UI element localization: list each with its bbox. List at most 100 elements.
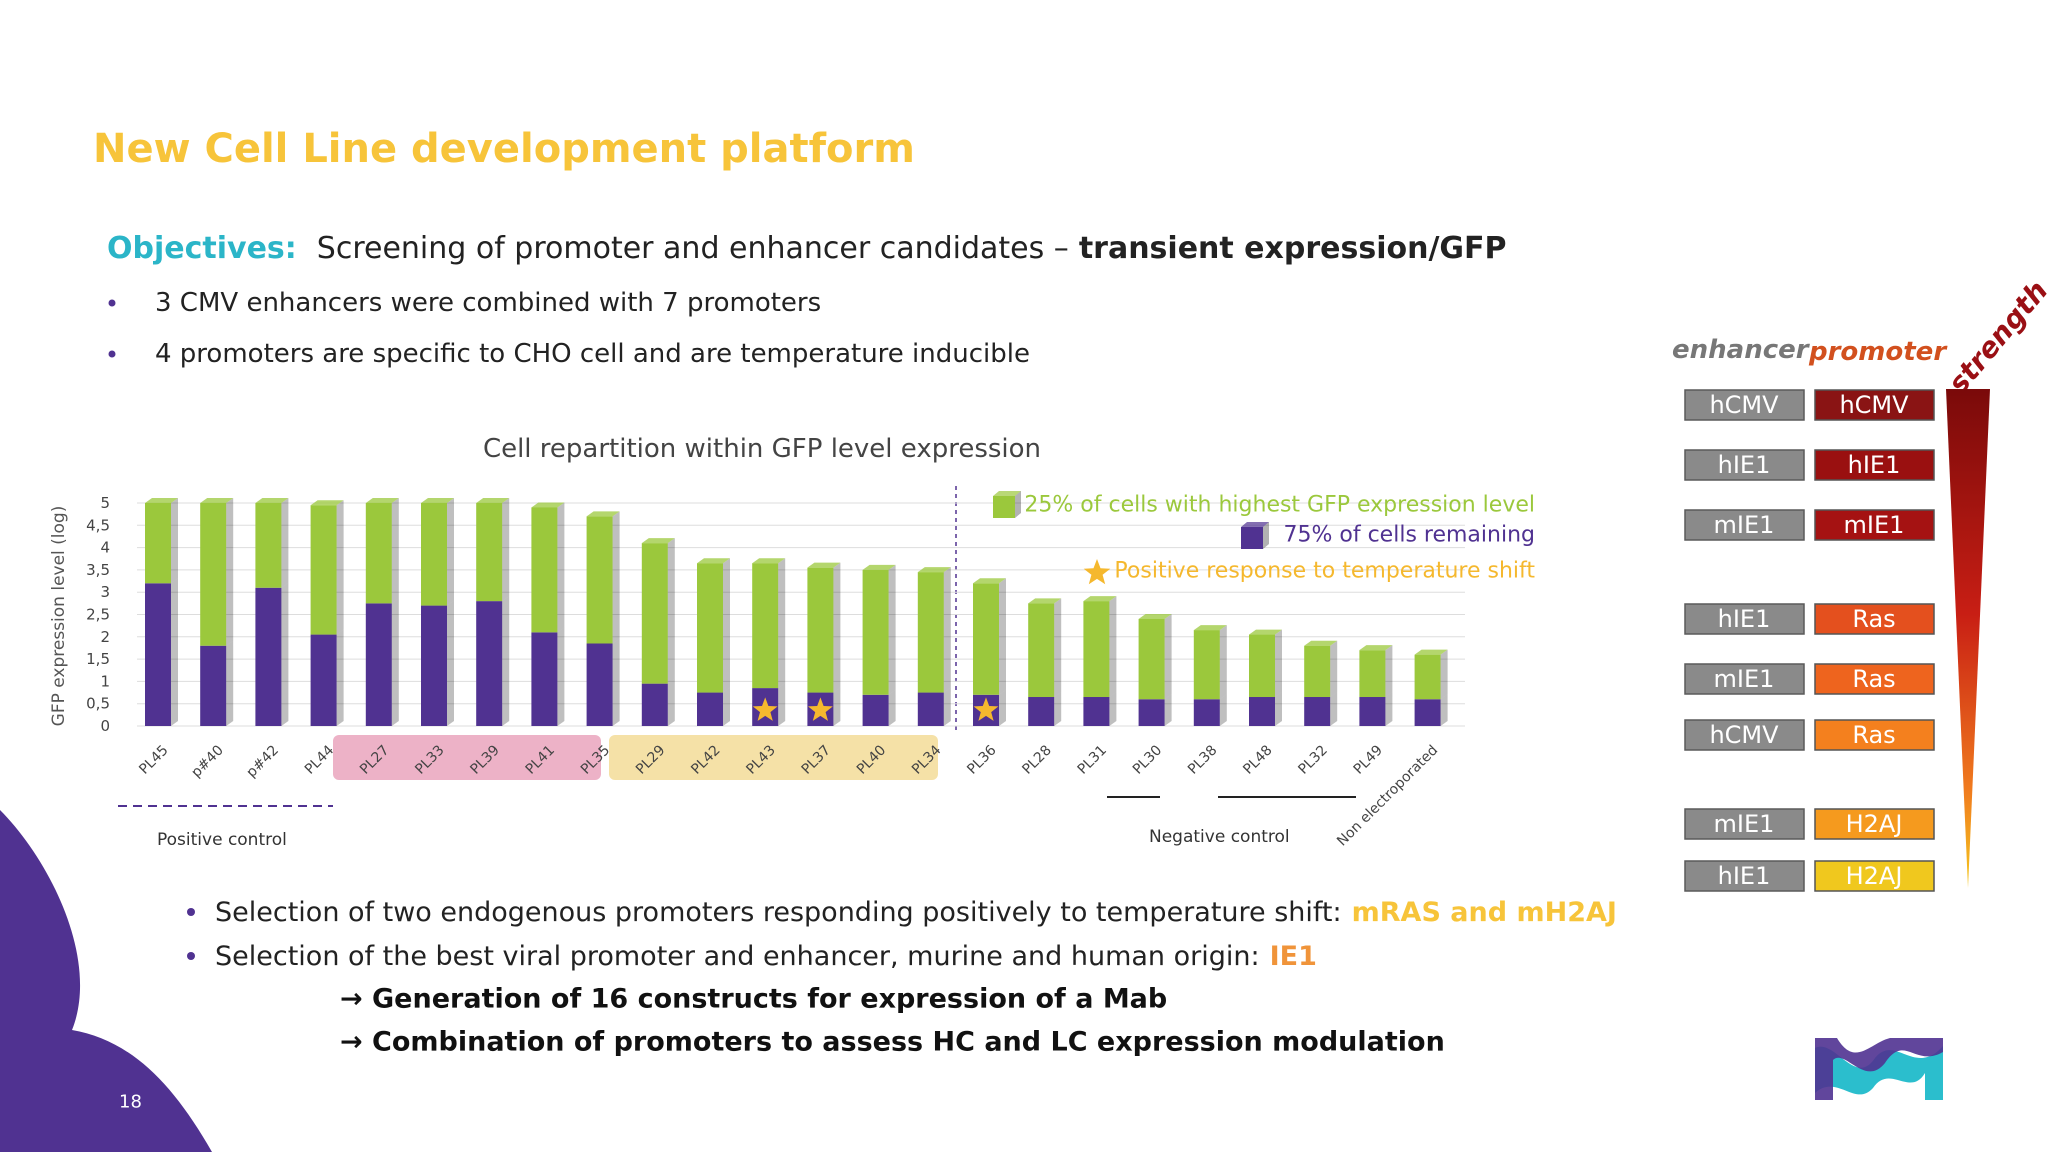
x-tick-label: PL31 <box>1075 742 1110 777</box>
y-tick-label: 1,5 <box>86 650 110 668</box>
result-text: Selection of the best viral promoter and… <box>215 941 1260 972</box>
promoter-box <box>1814 663 1935 695</box>
objectives-text: Screening of promoter and enhancer candi… <box>317 231 1069 266</box>
bar-top <box>697 558 730 564</box>
bar-top <box>1249 629 1282 635</box>
bar-side <box>336 629 344 726</box>
bar-top <box>1359 645 1393 651</box>
bar-segment <box>917 692 944 726</box>
bar-segment <box>1359 697 1386 726</box>
star <box>1083 559 1111 585</box>
x-tick-label: p#42 <box>244 742 282 780</box>
bar-top <box>862 564 896 570</box>
bar-segment <box>973 583 999 695</box>
bar-side <box>281 498 289 588</box>
bar-side <box>281 582 289 726</box>
bar-side <box>336 500 344 635</box>
legend-swatch-top <box>1241 522 1269 527</box>
bar-side <box>888 689 896 726</box>
enhancer-box <box>1684 389 1805 421</box>
bar-segment <box>476 601 503 726</box>
bar-segment <box>145 583 171 726</box>
enhancer-header: enhancer <box>1672 335 1811 365</box>
promoter-box <box>1814 449 1935 481</box>
objective-bullet: 4 promoters are specific to CHO cell and… <box>155 339 1030 369</box>
bar-segment <box>1083 697 1110 726</box>
decor-blob <box>0 810 212 1152</box>
enhancer-name: hIE1 <box>1718 451 1771 479</box>
y-tick-label: 0,5 <box>86 695 110 713</box>
slide-title: New Cell Line development platform <box>93 126 915 172</box>
bar-side <box>833 687 841 726</box>
bar-side <box>778 683 786 726</box>
bar-segment <box>1414 699 1441 726</box>
star <box>752 697 778 721</box>
bar-top <box>917 567 951 573</box>
bar-side <box>171 498 178 584</box>
bar-segment <box>862 569 889 695</box>
enhancer-box <box>1684 663 1805 695</box>
bar-segment <box>1193 699 1220 726</box>
promoter-box <box>1814 389 1935 421</box>
bar-segment <box>421 605 447 726</box>
bar-top <box>1193 625 1227 631</box>
enhancer-box <box>1684 509 1805 541</box>
bar-segment <box>1249 634 1275 698</box>
bar-side <box>833 562 841 693</box>
bar-top <box>752 558 786 564</box>
objective-bullet: 3 CMV enhancers were combined with 7 pro… <box>155 288 821 318</box>
y-tick-label: 4 <box>100 539 110 557</box>
bar-segment <box>1359 650 1386 698</box>
result-bullet: Selection of the best viral promoter and… <box>215 941 1317 972</box>
bar-segment <box>200 503 227 646</box>
bar-segment <box>1138 699 1165 726</box>
legend-label: 25% of cells with highest GFP expression… <box>1024 493 1535 518</box>
bar-segment <box>255 503 282 588</box>
legend-swatch <box>993 496 1015 518</box>
bar-segment <box>365 503 392 604</box>
annotation: Positive control <box>157 830 287 850</box>
bar-segment <box>697 692 723 726</box>
bar-side <box>1109 596 1117 698</box>
bar-side <box>171 578 178 726</box>
bar-side <box>226 640 234 726</box>
bar-side <box>778 558 786 689</box>
bar-side <box>1385 645 1393 698</box>
bar-top <box>586 511 620 517</box>
promoter-name: mIE1 <box>1844 511 1905 539</box>
bar-side <box>1164 613 1172 700</box>
y-tick-label: 2 <box>100 628 110 646</box>
promoter-name: hCMV <box>1839 391 1909 419</box>
promoter-name: Ras <box>1852 721 1895 749</box>
result-highlight: mRAS and mH2AJ <box>1352 897 1617 928</box>
result-bullet: Selection of two endogenous promoters re… <box>215 897 1617 928</box>
bar-segment <box>697 563 723 693</box>
legend-swatch-top <box>993 491 1021 496</box>
enhancer-name: mIE1 <box>1714 665 1775 693</box>
enhancer-box <box>1684 719 1805 751</box>
enhancer-box <box>1684 603 1805 635</box>
chart-title: Cell repartition within GFP level expres… <box>483 434 1041 464</box>
bullet <box>187 952 195 960</box>
bar-segment <box>255 587 282 726</box>
bar-segment <box>1304 697 1331 726</box>
bar-side <box>226 498 234 646</box>
bar-segment <box>641 683 668 726</box>
x-tick-label: PL38 <box>1185 742 1220 777</box>
objectives-label: Objectives: <box>107 231 297 266</box>
bar-side <box>391 598 399 726</box>
bar-segment <box>586 516 613 644</box>
x-tick-label: PL49 <box>1351 742 1386 777</box>
result-highlight: IE1 <box>1270 941 1317 972</box>
x-tick-label: PL36 <box>964 742 999 777</box>
bar-top <box>1028 598 1062 604</box>
enhancer-box <box>1684 449 1805 481</box>
logo-teal <box>1815 1046 1943 1100</box>
bar-side <box>1164 694 1172 726</box>
bar-top <box>1304 640 1338 646</box>
x-tick-label: PL30 <box>1130 742 1165 777</box>
promoter-box <box>1814 509 1935 541</box>
bar-segment <box>1193 630 1220 700</box>
enhancer-name: hCMV <box>1709 721 1779 749</box>
